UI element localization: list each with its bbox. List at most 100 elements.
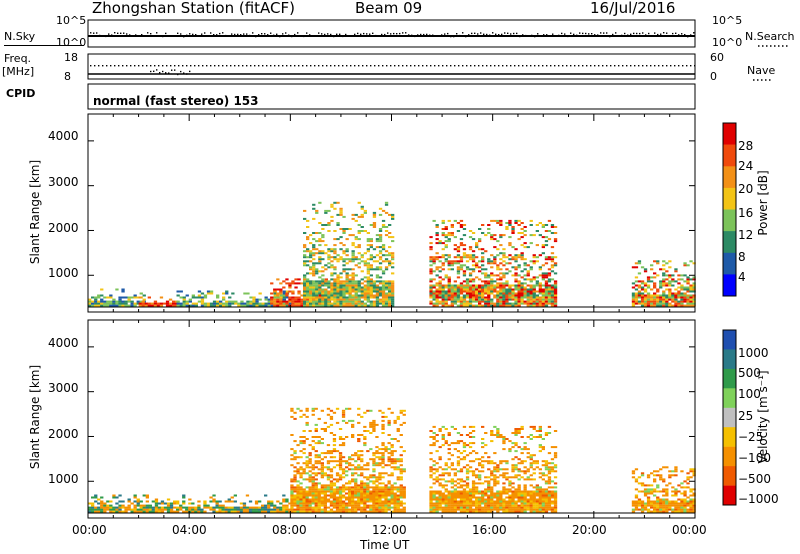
- heatmap-cell: [432, 492, 436, 495]
- heatmap-cell: [659, 282, 663, 285]
- heatmap-cell: [203, 502, 207, 505]
- heatmap-cell: [402, 508, 406, 511]
- heatmap-cell: [127, 498, 131, 501]
- heatmap-cell: [148, 504, 152, 507]
- heatmap-cell: [182, 506, 186, 509]
- nsearch-point: [567, 35, 569, 38]
- heatmap-cell: [496, 428, 500, 430]
- heatmap-cell: [372, 460, 376, 463]
- heatmap-cell: [432, 508, 436, 511]
- heatmap-cell: [502, 302, 506, 305]
- heatmap-cell: [634, 504, 639, 507]
- nsearch-point: [213, 34, 215, 36]
- heatmap-cell: [88, 502, 92, 505]
- heatmap-cell: [471, 296, 476, 299]
- heatmap-cell: [490, 304, 494, 307]
- heatmap-cell: [151, 510, 155, 513]
- heatmap-cell: [381, 298, 386, 301]
- heatmap-cell: [659, 294, 663, 297]
- heatmap-cell: [435, 256, 439, 259]
- heatmap-cell: [315, 209, 319, 212]
- heatmap-cell: [332, 504, 337, 507]
- heatmap-cell: [550, 290, 555, 293]
- heatmap-cell: [631, 470, 636, 473]
- heatmap-cell: [309, 294, 313, 297]
- heatmap-cell: [532, 460, 536, 463]
- heatmap-cell: [399, 486, 403, 489]
- heatmap-cell: [674, 270, 678, 273]
- heatmap-cell: [538, 282, 542, 285]
- heatmap-cell: [637, 260, 642, 263]
- freq-point: [514, 65, 516, 67]
- heatmap-cell: [369, 432, 373, 434]
- heatmap-cell: [329, 490, 334, 493]
- heatmap-cell: [656, 298, 660, 301]
- heatmap-cell: [499, 284, 503, 287]
- heatmap-cell: [384, 448, 388, 451]
- heatmap-cell: [444, 472, 448, 475]
- heatmap-cell: [444, 226, 448, 228]
- heatmap-cell: [88, 298, 92, 301]
- heatmap-cell: [336, 292, 340, 295]
- heatmap-cell: [541, 446, 545, 449]
- heatmap-cell: [142, 508, 146, 511]
- heatmap-cell: [311, 484, 315, 487]
- heatmap-cell: [462, 498, 467, 501]
- heatmap-cell: [662, 282, 666, 285]
- heatmap-cell: [547, 504, 552, 507]
- heatmap-cell: [487, 288, 491, 291]
- heatmap-cell: [459, 284, 464, 287]
- heatmap-cell: [320, 504, 324, 507]
- heatmap-cell: [481, 508, 485, 511]
- heatmap-cell: [441, 219, 445, 222]
- heatmap-cell: [351, 304, 355, 307]
- heatmap-cell: [520, 284, 524, 287]
- heatmap-cell: [520, 222, 524, 224]
- heatmap-cell: [668, 292, 672, 295]
- heatmap-cell: [375, 450, 379, 453]
- heatmap-cell: [508, 270, 512, 273]
- nsearch-point: [345, 33, 347, 36]
- heatmap-cell: [354, 290, 358, 293]
- heatmap-cell: [456, 490, 461, 493]
- heatmap-cell: [450, 454, 454, 457]
- heatmap-cell: [478, 500, 482, 503]
- heatmap-cell: [309, 242, 313, 245]
- heatmap-cell: [640, 482, 645, 485]
- heatmap-cell: [502, 286, 506, 289]
- heatmap-cell: [520, 462, 524, 465]
- heatmap-cell: [276, 300, 280, 303]
- heatmap-cell: [453, 504, 457, 507]
- heatmap-cell: [381, 254, 386, 257]
- heatmap-cell: [671, 304, 675, 307]
- heatmap-cell: [348, 508, 352, 511]
- heatmap-cell: [234, 300, 238, 303]
- heatmap-cell: [435, 504, 439, 507]
- heatmap-cell: [547, 302, 552, 305]
- heatmap-cell: [176, 502, 180, 505]
- heatmap-cell: [499, 496, 503, 499]
- heatmap-cell: [218, 508, 222, 511]
- heatmap-cell: [311, 440, 315, 443]
- heatmap-cell: [396, 504, 400, 507]
- heatmap-cell: [159, 296, 164, 299]
- heatmap-cell: [345, 282, 349, 285]
- freq-point: [230, 65, 232, 67]
- heatmap-cell: [496, 476, 500, 479]
- heatmap-cell: [535, 260, 539, 263]
- heatmap-cell: [391, 282, 395, 285]
- heatmap-cell: [502, 488, 506, 491]
- heatmap-cell: [508, 286, 512, 289]
- heatmap-cell: [369, 496, 373, 499]
- heatmap-cell: [94, 508, 98, 511]
- heatmap-cell: [333, 292, 337, 295]
- heatmap-cell: [375, 510, 379, 513]
- heatmap-cell: [312, 298, 316, 301]
- heatmap-cell: [634, 468, 639, 471]
- heatmap-cell: [363, 506, 367, 509]
- heatmap-cell: [680, 284, 684, 287]
- heatmap-cell: [200, 296, 205, 299]
- heatmap-cell: [354, 488, 358, 491]
- heatmap-cell: [88, 302, 92, 305]
- heatmap-cell: [456, 276, 461, 279]
